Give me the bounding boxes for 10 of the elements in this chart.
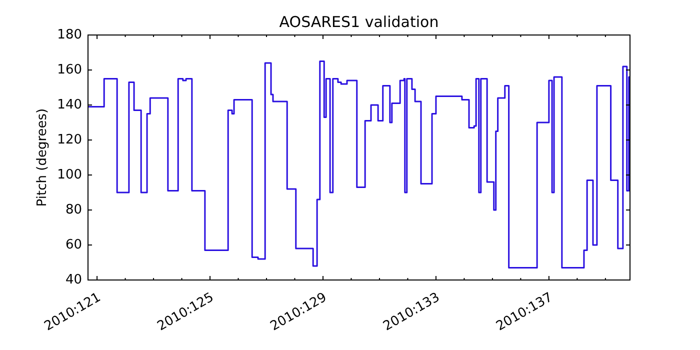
y-tick-label: 60 [65, 238, 82, 252]
y-tick-label: 100 [57, 168, 82, 182]
y-tick-label: 120 [57, 132, 82, 148]
y-tick-label: 180 [57, 28, 82, 42]
y-tick-label: 40 [65, 272, 82, 288]
chart-title: AOSARES1 validation [279, 13, 439, 31]
y-tick-label: 140 [57, 98, 82, 112]
y-tick-label: 160 [57, 62, 82, 78]
y-axis-title: Pitch (degrees) [35, 108, 50, 207]
y-tick-label: 80 [65, 202, 82, 218]
